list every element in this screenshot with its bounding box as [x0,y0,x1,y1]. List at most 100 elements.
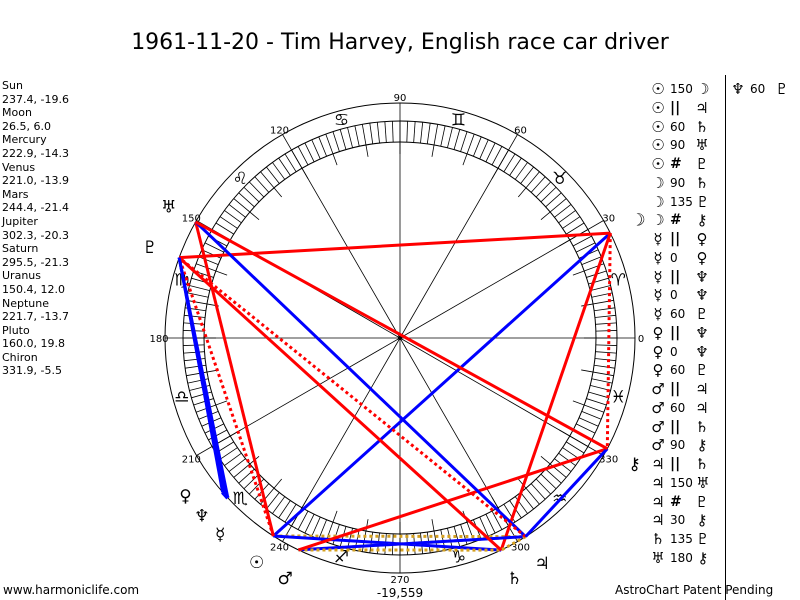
degree-tick [431,124,439,157]
degree-tick [272,496,286,514]
degree-tick [535,478,552,495]
degree-tick [591,378,613,384]
mercury-icon: ☿ [653,305,663,323]
degree-tick [566,441,585,454]
degree-tick [339,129,347,150]
degree-tick [228,458,246,472]
aspect-type: 0 [670,344,678,359]
degree-tick [545,192,562,208]
planet-position: 222.9, -14.3 [2,146,69,160]
aspect-line-jupiter-uranus [194,220,527,538]
degree-tick [588,277,609,285]
degree-tick [184,358,206,362]
aspect-row: ☿ 60 ♇ [648,305,713,324]
planet-position: 244.4, -21.4 [2,201,69,215]
degree-tick [578,417,599,427]
neptune-icon: ♆ [695,267,709,286]
degree-tick [479,139,489,160]
sun-icon: ☉ [651,98,665,117]
degree-tick [325,133,338,166]
degree-tick [228,204,246,218]
aspect-type: 135 [670,194,693,209]
spoke-line [399,220,604,339]
venus-icon: ♀ [179,486,191,506]
aspect-row: ♂ 90 ⚷ [648,436,713,455]
aspect-row: ☉ 150 ☽ [648,80,713,99]
degree-tick [453,129,461,150]
aspect-row: ♂ || ♄ [648,418,713,437]
moon-icon: ☽ [651,173,665,192]
aspect-row: ☉ || ♃ [648,99,713,118]
degree-tick [376,122,380,144]
degree-tick [595,344,617,346]
aspect-row: ♆ 60 ♇ [728,80,792,99]
degree-tick [485,142,496,163]
degree-tick [233,198,260,221]
aspect-row: ♀ || ♆ [648,324,713,343]
chart-title: 1961-11-20 - Tim Harvey, English race ca… [131,30,669,55]
pluto-icon: ♇ [142,238,157,258]
degree-tick [284,504,297,523]
planet-name: Moon [2,106,32,120]
degree-tick [575,423,596,434]
uranus-icon: ♅ [695,136,709,155]
planet-position: 295.5, -21.3 [2,255,69,269]
planet-name: Mars [2,187,29,201]
degree-tick [558,210,576,224]
uranus-icon: ♅ [696,473,710,492]
aspect-row: ☿ || ♆ [648,268,713,287]
degree-tick [297,510,309,530]
pluto-icon: ♇ [696,530,710,548]
patent-notice: AstroChart Patent Pending [615,583,774,597]
zodiac-sign-icon: ♉ [552,169,567,189]
degree-tick [266,166,280,184]
degree-tick [224,210,242,224]
mercury-icon: ☿ [653,248,663,267]
degree-tick [243,186,260,203]
degree-label: 300 [511,543,530,554]
degree-tick [361,124,369,157]
planet-position: 26.5, 6.0 [2,119,51,133]
degree-tick [540,473,557,490]
aspect-type: 60 [670,363,686,378]
planet-position: 221.7, -13.7 [2,310,69,324]
website-link[interactable]: www.harmoniclife.com [3,583,140,597]
mars-icon: ♂ [651,398,665,417]
aspect-type: 60 [750,82,766,96]
aspect-type: || [670,268,681,285]
uranus-icon: ♅ [651,548,665,567]
aspect-line-moon-saturn [499,232,612,551]
degree-tick [384,121,387,143]
planet-name: Pluto [2,323,30,337]
aspect-row: ☿ 0 ♆ [648,286,713,305]
zodiac-sign-icon: ♑ [451,547,466,567]
moon-icon: ☽ [651,192,665,211]
aspect-type: || [670,99,681,116]
planet-name: Mercury [2,133,47,147]
degree-tick [332,131,340,152]
aspect-type: 30 [670,513,686,528]
aspect-row: ☉ 90 ♅ [648,136,713,155]
degree-tick [187,292,209,298]
degree-tick [318,519,327,540]
degree-tick [594,358,616,362]
degree-tick [460,131,468,152]
degree-tick [304,142,315,163]
degree-label: 180 [149,334,168,345]
degree-tick [586,398,607,406]
aspect-list-column-2: ♆ 60 ♇ [728,80,792,99]
jupiter-icon: ♃ [695,380,709,398]
degree-tick [514,162,528,180]
aspect-type: 150 [670,475,693,490]
planet-name: Venus [2,160,36,174]
degree-tick [595,322,617,325]
spoke-line [282,134,401,339]
degree-tick [530,483,546,500]
neptune-icon: ♆ [695,286,709,305]
degree-tick [318,136,327,157]
degree-tick [284,153,297,172]
degree-tick [473,136,482,157]
degree-tick [198,256,219,265]
planet-position: 221.0, -13.9 [2,174,69,188]
moon-icon: ☽ [696,80,710,98]
